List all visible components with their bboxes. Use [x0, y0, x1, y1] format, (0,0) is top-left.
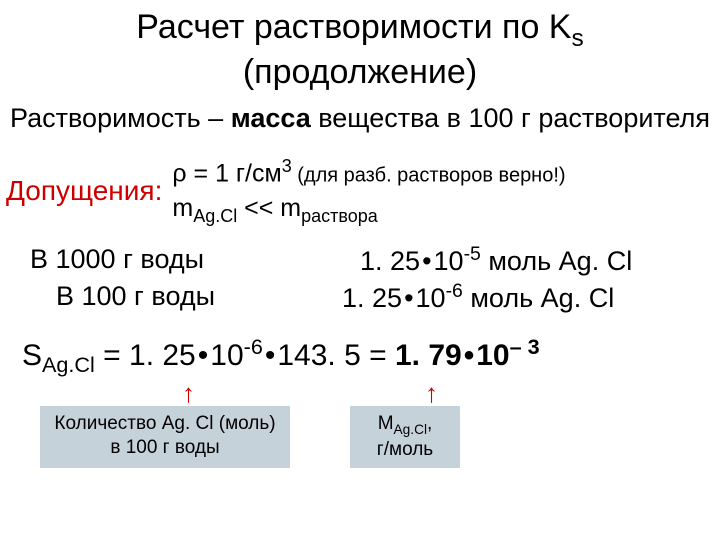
title-line2: (продолжение) — [243, 53, 477, 91]
mass-op: << m — [237, 194, 301, 222]
arrows-row: ↑ ↑ — [0, 378, 720, 406]
f-ten2: 10 — [476, 339, 509, 372]
f-exp1: -6 — [244, 334, 263, 359]
water-row-2: В 100 г воды 1. 25•10-6 моль Ag. Cl — [30, 279, 720, 316]
subtitle: Растворимость – масса вещества в 100 г р… — [0, 102, 720, 134]
f-ten1: 10 — [210, 339, 243, 372]
water1-right: 1. 25•10-5 моль Ag. Cl — [360, 242, 632, 279]
box2-comma: , — [427, 413, 432, 434]
subtitle-part1: Растворимость – — [10, 103, 231, 133]
density-note: (для разб. растворов верно!) — [292, 165, 566, 187]
subtitle-bold: масса — [231, 103, 311, 133]
main-formula: SAg.Cl = 1. 25•10-6•143. 5 = 1. 79•10– 3 — [0, 334, 720, 378]
box1-line1: Количество Ag. Cl (моль) — [54, 413, 275, 434]
mass-line: mAg.Cl << mраствора — [172, 192, 565, 228]
box2-sub: Ag.Cl — [394, 422, 427, 437]
f-exp2: – 3 — [510, 334, 540, 359]
density-exp: 3 — [282, 156, 292, 176]
water1-left: В 1000 г воды — [30, 242, 360, 279]
water2-left: В 100 г воды — [30, 279, 360, 316]
w2-exp: -6 — [446, 280, 463, 302]
arrow-up-icon: ↑ — [425, 378, 438, 409]
w1-exp: -5 — [464, 243, 481, 265]
title-sub: s — [571, 25, 583, 52]
w1-ten: 10 — [434, 246, 464, 276]
mass-sub2: раствора — [301, 206, 378, 226]
dot-icon: • — [420, 246, 433, 276]
water-block: В 1000 г воды 1. 25•10-5 моль Ag. Cl В 1… — [0, 242, 720, 316]
w1-a: 1. 25 — [360, 246, 420, 276]
w1-b: моль Ag. Cl — [481, 246, 632, 276]
box1-line2: в 100 г воды — [110, 437, 219, 458]
slide-title: Расчет растворимости по Ks (продолжение) — [0, 0, 720, 92]
f-Ssub: Ag.Cl — [42, 352, 95, 377]
water-row-1: В 1000 г воды 1. 25•10-5 моль Ag. Cl — [30, 242, 720, 279]
assumptions-label: Допущения: — [6, 175, 162, 207]
dot-icon: • — [263, 339, 278, 372]
water2-right: 1. 25•10-6 моль Ag. Cl — [342, 279, 614, 316]
density-line: ρ = 1 г/см3 (для разб. растворов верно!) — [172, 154, 565, 191]
w2-b: моль Ag. Cl — [463, 283, 614, 313]
dot-icon: • — [402, 283, 415, 313]
box-molarmass: MAg.Cl, г/моль — [350, 406, 460, 468]
f-S: S — [22, 339, 42, 372]
f-mid: 143. 5 = — [277, 339, 395, 372]
title-line1: Расчет растворимости по K — [136, 8, 571, 46]
assumptions-body: ρ = 1 г/см3 (для разб. растворов верно!)… — [172, 154, 565, 227]
f-eq1: = 1. 25 — [95, 339, 196, 372]
mass-m1: m — [172, 194, 193, 222]
arrow-up-icon: ↑ — [182, 378, 195, 409]
box2-M: M — [378, 413, 394, 434]
f-res: 1. 79 — [395, 339, 462, 372]
box-quantity: Количество Ag. Cl (моль) в 100 г воды — [40, 406, 290, 468]
box2-line2: г/моль — [377, 439, 433, 460]
assumptions-block: Допущения: ρ = 1 г/см3 (для разб. раство… — [0, 154, 720, 227]
subtitle-part2: вещества в 100 г растворителя — [311, 103, 710, 133]
w2-ten: 10 — [416, 283, 446, 313]
density-eq: = 1 г/см — [187, 160, 282, 188]
boxes-row: Количество Ag. Cl (моль) в 100 г воды MA… — [0, 406, 720, 468]
w2-a: 1. 25 — [342, 283, 402, 313]
rho-symbol: ρ — [172, 160, 186, 188]
dot-icon: • — [462, 339, 477, 372]
mass-sub1: Ag.Cl — [193, 206, 237, 226]
dot-icon: • — [196, 339, 211, 372]
